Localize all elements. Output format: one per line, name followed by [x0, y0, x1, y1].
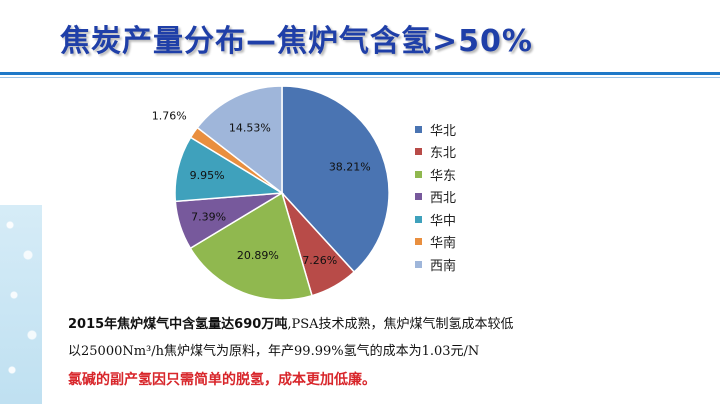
- pie-slices: [174, 85, 390, 301]
- pie-slice-1: [281, 85, 390, 274]
- decorative-water-drops: [0, 205, 42, 404]
- legend-label: 西南: [430, 258, 457, 274]
- legend-swatch: [415, 148, 422, 156]
- legend-item-2: 东北: [415, 141, 456, 164]
- legend-swatch: [415, 215, 422, 223]
- legend-label: 华南: [430, 236, 457, 252]
- pie-data-label-1: 38.21%: [329, 161, 371, 174]
- legend-item-4: 西北: [415, 186, 456, 209]
- pie-data-label-7: 14.53%: [229, 122, 271, 135]
- legend-label: 东北: [430, 146, 457, 162]
- legend-label: 华东: [430, 168, 457, 184]
- note-line-3-highlight: 氯碱的副产氢因只需简单的脱氢，成本更加低廉。: [68, 372, 376, 388]
- title-divider: [0, 72, 720, 75]
- title-divider-thin: [0, 77, 720, 78]
- legend-item-5: 华中: [415, 208, 456, 231]
- legend-item-3: 华东: [415, 163, 456, 186]
- note-line-1-bold: 2015年焦炉煤气中含氢量达690万吨: [68, 317, 288, 332]
- pie-slice-3: [189, 191, 313, 301]
- legend-item-1: 华北: [415, 118, 456, 141]
- pie-data-label-5: 9.95%: [190, 169, 225, 182]
- legend-swatch: [415, 170, 422, 178]
- note-line-1-rest: ,PSA技术成熟，焦炉煤气制氢成本较低: [287, 317, 514, 332]
- pie-data-label-6: 1.76%: [152, 109, 187, 122]
- legend-swatch: [415, 193, 422, 201]
- legend-swatch: [415, 260, 422, 268]
- legend-swatch: [415, 125, 422, 133]
- pie-slice-7: [196, 85, 283, 195]
- legend-label: 华北: [430, 123, 457, 139]
- slide-title: 焦炭产量分布—焦炉气含氢>50%: [60, 24, 533, 59]
- legend-label: 华中: [430, 213, 457, 229]
- pie-data-labels: 38.21% 7.26% 20.89% 7.39% 9.95% 1.76% 14.53%: [152, 109, 371, 267]
- note-line-2: 以25000Nm³/h焦炉煤气为原料，年产99.99%氢气的成本为1.03元/N: [68, 344, 480, 359]
- legend-item-6: 华南: [415, 231, 456, 254]
- note-line-1: 2015年焦炉煤气中含氢量达690万吨,PSA技术成熟，焦炉煤气制氢成本较低: [68, 313, 514, 332]
- chart-legend: 华北东北华东西北华中华南西南: [415, 118, 456, 276]
- pie-data-label-2: 7.26%: [302, 254, 337, 267]
- legend-label: 西北: [430, 191, 457, 207]
- legend-item-7: 西南: [415, 253, 456, 276]
- pie-data-label-3: 20.89%: [237, 249, 279, 262]
- pie-data-label-4: 7.39%: [191, 211, 226, 224]
- legend-swatch: [415, 238, 422, 246]
